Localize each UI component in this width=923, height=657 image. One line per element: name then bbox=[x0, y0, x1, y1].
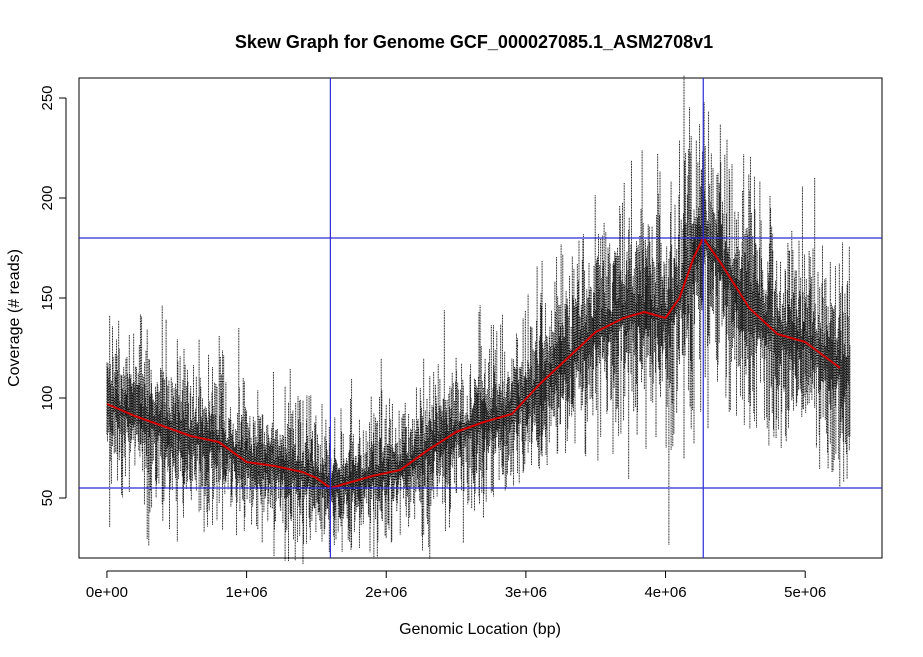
x-tick-label: 1e+06 bbox=[226, 584, 268, 601]
y-axis-label: Coverage (# reads) bbox=[6, 249, 23, 387]
coverage-point-strips bbox=[106, 75, 851, 565]
coverage-points bbox=[106, 75, 851, 565]
x-axis: 0e+00 1e+06 2e+06 3e+06 4e+06 5e+06 bbox=[86, 570, 826, 601]
y-tick-label: 50 bbox=[39, 490, 56, 507]
y-tick-label: 100 bbox=[39, 385, 56, 410]
y-tick-label: 150 bbox=[39, 285, 56, 310]
x-tick-label: 2e+06 bbox=[365, 584, 407, 601]
plot-frame bbox=[78, 77, 883, 559]
reference-lines bbox=[79, 78, 882, 558]
y-tick-label: 250 bbox=[39, 85, 56, 110]
x-tick-label: 5e+06 bbox=[784, 584, 826, 601]
x-tick-label: 4e+06 bbox=[644, 584, 686, 601]
x-tick-label: 3e+06 bbox=[505, 584, 547, 601]
y-tick-label: 200 bbox=[39, 185, 56, 210]
y-axis: 50 100 150 200 250 bbox=[39, 85, 67, 507]
chart-title: Skew Graph for Genome GCF_000027085.1_AS… bbox=[235, 32, 713, 52]
x-axis-label: Genomic Location (bp) bbox=[399, 621, 561, 638]
x-tick-label: 0e+00 bbox=[86, 584, 128, 601]
